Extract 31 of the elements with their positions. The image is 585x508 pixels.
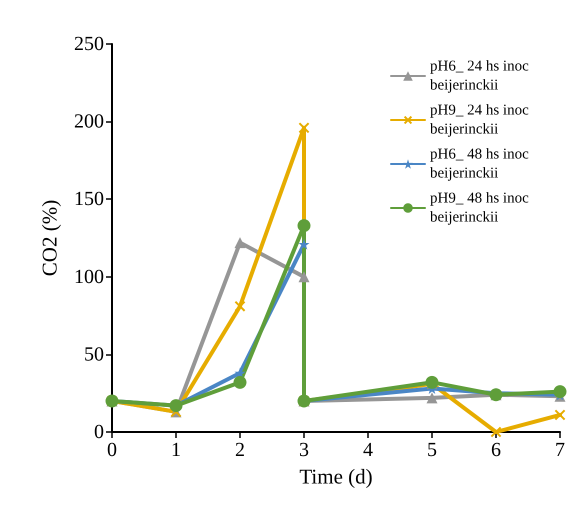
legend-label: pH9_ 24 hs inoc beijerinckii <box>430 102 532 138</box>
x-tick-label: 2 <box>235 439 245 461</box>
point <box>298 238 310 250</box>
y-tick-label: 250 <box>74 33 104 55</box>
y-tick-label: 0 <box>94 421 104 443</box>
point <box>490 426 502 438</box>
x-tick-label: 4 <box>363 439 373 461</box>
x-tick-label: 5 <box>427 439 437 461</box>
point <box>554 385 566 398</box>
point <box>554 409 566 421</box>
point <box>426 392 438 404</box>
y-axis-title: CO2 (%) <box>38 200 62 276</box>
y-tick-label: 200 <box>74 110 104 133</box>
y-tick-label: 100 <box>74 266 104 288</box>
point <box>298 122 310 134</box>
point <box>234 300 246 312</box>
point <box>234 237 246 248</box>
legend-label: pH6_ 24 hs inoc beijerinckii <box>430 58 532 94</box>
legend-label: pH9_ 48 hs inoc beijerinckii <box>430 190 532 226</box>
point <box>298 271 310 282</box>
y-tick-label: 50 <box>84 343 104 366</box>
y-tick-label: 150 <box>74 188 104 210</box>
x-axis-title: Time (d) <box>299 464 373 488</box>
legend-label: pH6_ 48 hs inoc beijerinckii <box>430 146 532 182</box>
x-tick-label: 6 <box>491 439 501 461</box>
point <box>426 376 438 389</box>
point <box>298 219 310 232</box>
point <box>234 376 246 389</box>
x-tick-label: 3 <box>299 439 309 461</box>
x-tick-label: 7 <box>555 439 565 461</box>
x-tick-label: 1 <box>171 439 181 461</box>
